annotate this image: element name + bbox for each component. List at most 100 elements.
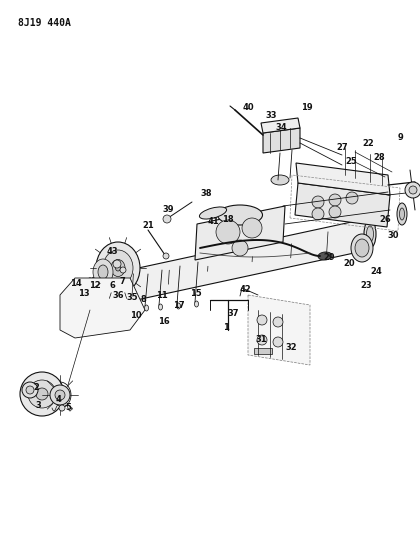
Ellipse shape [98,265,108,279]
Circle shape [257,335,267,345]
Circle shape [312,208,324,220]
Text: 35: 35 [126,294,138,303]
Ellipse shape [87,284,93,304]
Polygon shape [60,278,145,338]
Text: 11: 11 [156,292,168,301]
Ellipse shape [96,242,140,294]
Ellipse shape [103,250,133,286]
Text: 3: 3 [35,401,41,410]
Circle shape [232,240,248,256]
Circle shape [22,382,38,398]
Bar [254,348,272,354]
Text: 6: 6 [109,280,115,289]
Text: 4: 4 [55,395,61,405]
Ellipse shape [200,207,226,219]
Text: 36: 36 [112,290,124,300]
Text: 10: 10 [130,311,142,319]
Circle shape [163,253,169,259]
Polygon shape [296,163,390,195]
Text: 34: 34 [275,124,287,133]
Circle shape [50,385,70,405]
Text: 14: 14 [70,279,82,288]
Ellipse shape [176,303,181,309]
Text: 9: 9 [398,133,404,142]
Circle shape [312,196,324,208]
Text: 38: 38 [200,189,212,198]
Circle shape [36,388,48,400]
Text: 13: 13 [78,289,90,298]
Circle shape [59,405,65,411]
Text: 28: 28 [373,154,385,163]
Text: 43: 43 [106,247,118,256]
Text: 24: 24 [370,268,382,277]
Circle shape [26,386,34,394]
Ellipse shape [399,208,404,220]
Text: 17: 17 [173,301,185,310]
Ellipse shape [194,301,199,307]
Text: 32: 32 [285,343,297,352]
Polygon shape [90,218,370,310]
Ellipse shape [111,260,125,277]
Ellipse shape [93,259,113,285]
Text: 26: 26 [379,215,391,224]
Text: 21: 21 [142,221,154,230]
Text: 22: 22 [362,140,374,149]
Polygon shape [248,295,310,365]
Text: 5: 5 [65,403,71,413]
Circle shape [242,218,262,238]
Polygon shape [263,128,300,153]
Text: 33: 33 [265,111,277,120]
Circle shape [163,215,171,223]
Text: 27: 27 [336,143,348,152]
Text: 39: 39 [162,206,174,214]
Ellipse shape [351,234,373,262]
Text: 8: 8 [140,295,146,304]
Circle shape [257,315,267,325]
Ellipse shape [367,226,373,242]
Polygon shape [295,183,390,227]
Text: 18: 18 [222,215,234,224]
Ellipse shape [397,203,407,225]
Circle shape [329,194,341,206]
Ellipse shape [158,304,163,310]
Ellipse shape [116,265,121,271]
Ellipse shape [318,252,332,260]
Circle shape [405,182,420,198]
Text: 41: 41 [207,217,219,227]
Text: 20: 20 [343,260,355,269]
Circle shape [120,267,126,273]
Text: 40: 40 [242,103,254,112]
Text: 15: 15 [190,289,202,298]
Text: 30: 30 [387,231,399,240]
Text: 16: 16 [158,318,170,327]
Circle shape [20,372,64,416]
Circle shape [216,220,240,244]
Text: 1: 1 [223,324,229,333]
Ellipse shape [364,220,376,248]
Polygon shape [195,206,285,260]
Text: 42: 42 [239,286,251,295]
Circle shape [273,317,283,327]
Circle shape [409,186,417,194]
Text: 7: 7 [119,278,125,287]
Circle shape [55,390,65,400]
Polygon shape [261,118,300,133]
Text: 12: 12 [89,281,101,290]
Text: 23: 23 [360,281,372,290]
Ellipse shape [271,175,289,185]
Ellipse shape [355,239,369,257]
Circle shape [273,337,283,347]
Text: 29: 29 [323,254,335,262]
Circle shape [28,380,56,408]
Text: 37: 37 [227,309,239,318]
Ellipse shape [144,305,149,311]
Circle shape [346,192,358,204]
Text: 8J19 440A: 8J19 440A [18,18,71,28]
Ellipse shape [218,205,262,225]
Ellipse shape [85,278,95,310]
Text: 25: 25 [345,157,357,166]
Text: 19: 19 [301,103,313,112]
Text: 31: 31 [255,335,267,344]
Text: 2: 2 [33,384,39,392]
Circle shape [113,260,121,268]
